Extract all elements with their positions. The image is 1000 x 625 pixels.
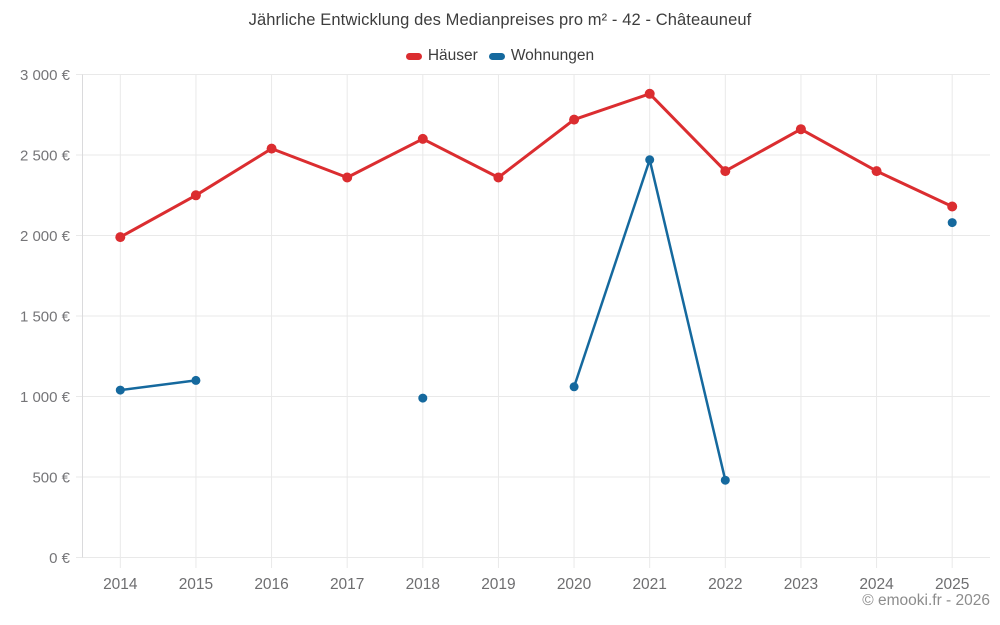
- svg-text:2014: 2014: [103, 576, 138, 593]
- svg-text:3 000 €: 3 000 €: [20, 67, 71, 84]
- svg-text:0 €: 0 €: [49, 550, 71, 567]
- chart-title: Jährliche Entwicklung des Medianpreises …: [248, 11, 752, 29]
- svg-text:2021: 2021: [632, 576, 666, 593]
- svg-text:2023: 2023: [784, 576, 818, 593]
- svg-text:2017: 2017: [330, 576, 364, 593]
- legend: Häuser Wohnungen: [0, 47, 1000, 65]
- svg-text:2024: 2024: [859, 576, 894, 593]
- svg-text:1 000 €: 1 000 €: [20, 389, 71, 406]
- svg-text:2 500 €: 2 500 €: [20, 148, 71, 165]
- legend-item-wohnungen[interactable]: Wohnungen: [488, 47, 595, 65]
- svg-text:2019: 2019: [481, 576, 515, 593]
- svg-text:2016: 2016: [254, 576, 288, 593]
- svg-text:2015: 2015: [179, 576, 213, 593]
- wohnungen-series-swatch: [488, 52, 505, 60]
- copyright-notice: © emooki.fr - 2026: [862, 592, 990, 609]
- legend-item-haeuser[interactable]: Häuser: [405, 47, 478, 65]
- legend-label-wohnungen: Wohnungen: [510, 47, 595, 64]
- svg-text:2018: 2018: [406, 576, 440, 593]
- svg-text:2020: 2020: [557, 576, 592, 593]
- legend-label-haeuser: Häuser: [427, 47, 478, 64]
- svg-text:2 000 €: 2 000 €: [20, 228, 71, 245]
- svg-text:1 500 €: 1 500 €: [20, 309, 71, 326]
- haeuser-series-swatch: [405, 52, 422, 60]
- svg-text:500 €: 500 €: [32, 470, 70, 487]
- svg-text:2022: 2022: [708, 576, 742, 593]
- svg-text:2025: 2025: [935, 576, 969, 593]
